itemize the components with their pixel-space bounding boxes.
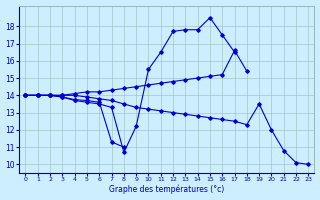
X-axis label: Graphe des températures (°c): Graphe des températures (°c) xyxy=(109,185,225,194)
